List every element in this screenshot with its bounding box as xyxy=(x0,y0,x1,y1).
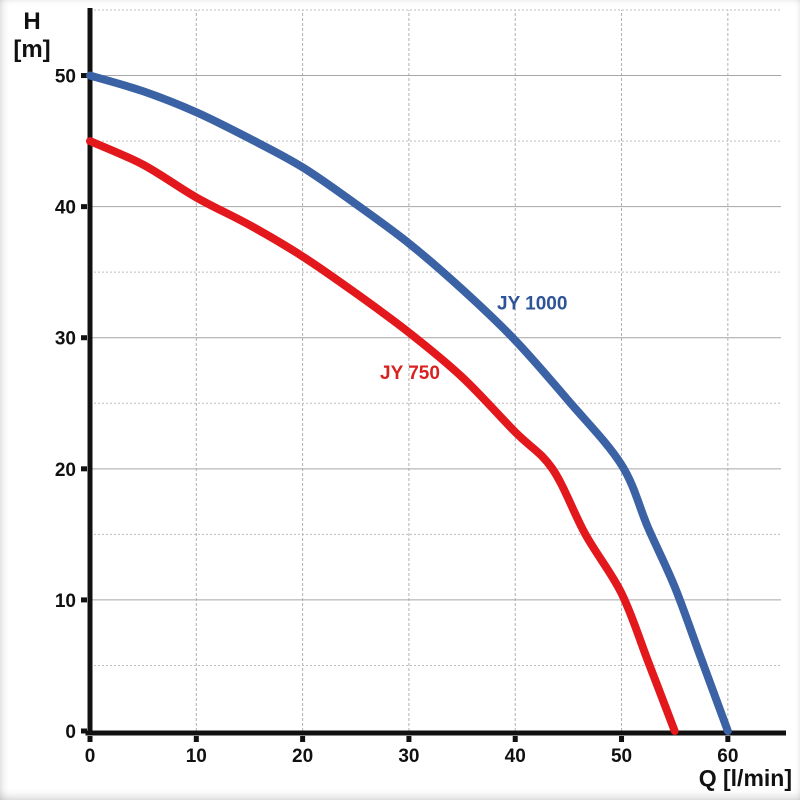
y-axis-symbol: H xyxy=(23,8,41,35)
x-tick-mark xyxy=(406,736,412,742)
x-tick-mark xyxy=(619,736,625,742)
x-tick-label: 50 xyxy=(611,746,632,767)
x-tick-mark xyxy=(193,736,199,742)
x-tick-mark xyxy=(512,736,518,742)
y-tick-mark xyxy=(81,204,87,210)
y-tick-mark xyxy=(81,73,87,79)
curves xyxy=(86,71,732,735)
axes xyxy=(81,8,786,742)
y-tick-label: 30 xyxy=(55,329,76,350)
tick-labels: 0 10 20 30 40 50 60 0 10 20 30 40 50 xyxy=(55,67,739,767)
x-tick-label: 0 xyxy=(85,746,96,767)
x-axis-title: Q [l/min] xyxy=(698,765,792,791)
x-tick-label: 20 xyxy=(292,746,313,767)
x-tick-label: 60 xyxy=(717,746,738,767)
x-tick-label: 40 xyxy=(505,746,526,767)
x-tick-label: 30 xyxy=(398,746,419,767)
x-tick-mark xyxy=(87,736,93,742)
x-tick-mark xyxy=(300,736,306,742)
x-tick-mark xyxy=(725,736,731,742)
curve-jy1000 xyxy=(86,71,732,735)
x-tick-label: 10 xyxy=(186,746,207,767)
y-tick-mark xyxy=(81,597,87,603)
y-axis-title: H [m] xyxy=(8,8,56,64)
y-tick-mark xyxy=(81,335,87,341)
curve-jy750 xyxy=(86,137,679,735)
curve-label-jy750: JY 750 xyxy=(380,363,440,384)
y-tick-mark xyxy=(81,728,87,734)
y-tick-label: 20 xyxy=(55,460,76,481)
y-tick-label: 40 xyxy=(55,198,76,219)
y-tick-mark xyxy=(81,466,87,472)
y-axis-unit: [m] xyxy=(13,36,51,63)
y-tick-label: 0 xyxy=(65,722,76,743)
curve-label-jy1000: JY 1000 xyxy=(497,293,567,314)
y-tick-label: 10 xyxy=(55,591,76,612)
y-tick-label: 50 xyxy=(55,67,76,88)
